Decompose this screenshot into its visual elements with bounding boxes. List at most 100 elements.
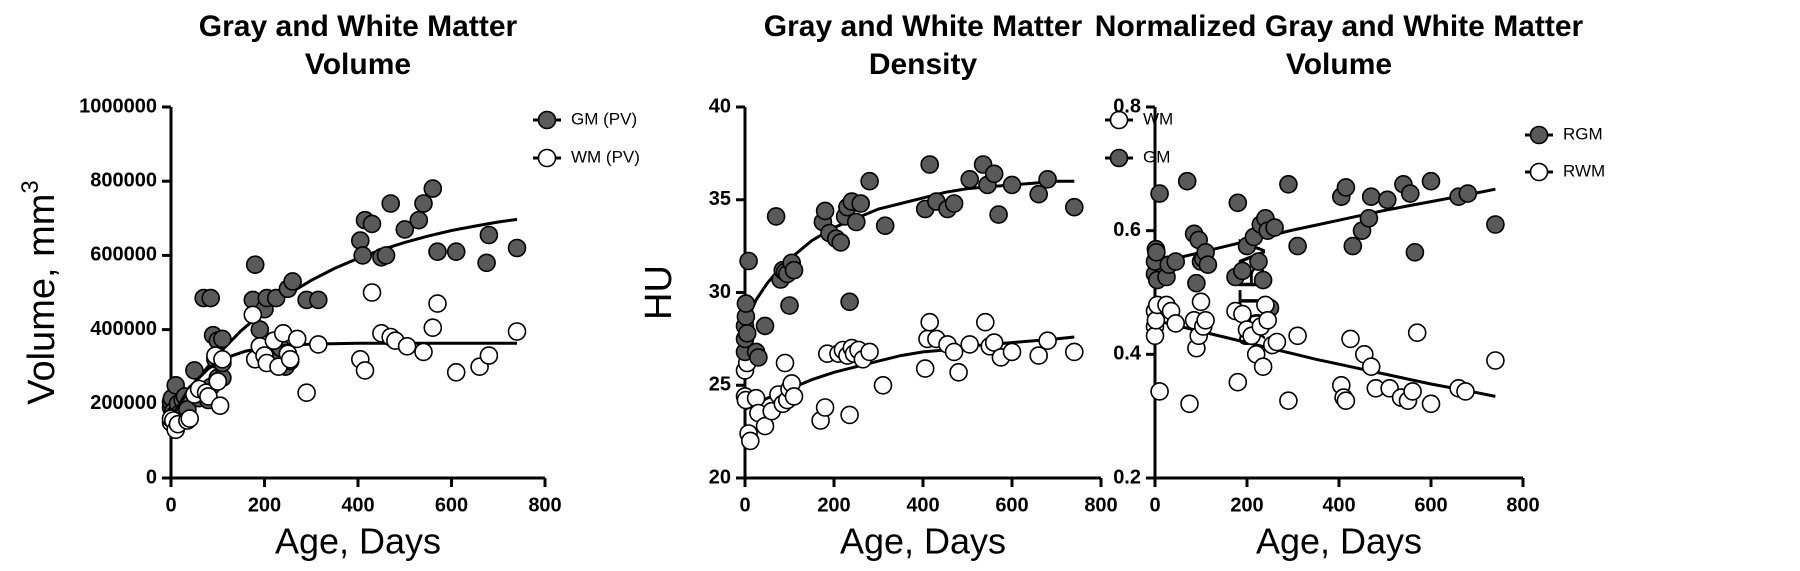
series-points-open xyxy=(735,312,1084,451)
y-tick-label: 40 xyxy=(709,95,731,117)
y-tick-label: 25 xyxy=(709,374,731,396)
data-point-filled xyxy=(815,201,835,221)
y-axis-label: Volume, mm3 xyxy=(17,180,63,405)
legend-label: WM (PV) xyxy=(571,147,640,166)
data-point-open xyxy=(920,312,940,332)
data-point-open xyxy=(1256,295,1275,315)
data-point-filled xyxy=(1249,252,1268,271)
legend-marker-filled xyxy=(537,110,557,130)
data-point-filled xyxy=(1458,184,1478,203)
data-point-filled xyxy=(749,348,768,367)
data-point-open xyxy=(297,383,316,403)
data-point-open xyxy=(362,283,382,302)
chart-title-line: Gray and White Matter xyxy=(199,10,518,43)
x-tick-label: 400 xyxy=(906,494,939,516)
x-tick-label: 200 xyxy=(248,494,281,516)
x-tick-label: 800 xyxy=(1506,494,1539,516)
y-tick-label: 1000000 xyxy=(79,95,157,117)
data-point-filled xyxy=(1233,261,1252,281)
chart-title-line: Normalized Gray and White Matter xyxy=(1095,10,1584,43)
data-point-open xyxy=(1196,310,1215,330)
data-point-filled xyxy=(428,242,447,261)
data-point-open xyxy=(1267,332,1287,352)
data-point-filled xyxy=(989,205,1008,224)
data-point-open xyxy=(1403,382,1422,401)
data-point-open xyxy=(944,342,964,362)
x-tick-label: 600 xyxy=(1414,494,1447,516)
chart-title-line: Volume xyxy=(305,48,411,81)
data-point-open xyxy=(860,342,879,362)
data-point-open xyxy=(915,359,935,378)
x-tick-label: 600 xyxy=(435,494,468,516)
data-point-filled xyxy=(1065,197,1084,217)
data-point-open xyxy=(1361,357,1381,377)
data-point-filled xyxy=(414,194,433,213)
data-point-filled xyxy=(1002,175,1022,195)
data-point-filled xyxy=(920,155,940,174)
data-point-filled xyxy=(423,179,443,198)
data-point-open xyxy=(507,322,527,341)
chart-title-line: Volume xyxy=(1286,48,1392,81)
legend-label: RWM xyxy=(1563,161,1605,180)
data-point-open xyxy=(1002,342,1022,362)
data-point-filled xyxy=(851,194,871,213)
x-tick-label: 0 xyxy=(165,494,176,516)
legend-label: GM xyxy=(1143,147,1170,166)
data-point-open xyxy=(1407,323,1427,343)
data-point-open xyxy=(1233,304,1252,324)
data-point-filled xyxy=(755,316,775,336)
data-point-filled xyxy=(1421,171,1441,191)
data-point-open xyxy=(423,318,443,338)
data-point-filled xyxy=(185,361,204,380)
data-point-filled xyxy=(1198,255,1218,275)
data-point-filled xyxy=(1228,193,1248,213)
chart-panel-3: Normalized Gray and White Matter Volume 0.… xyxy=(1095,10,1605,562)
data-point-filled xyxy=(1029,184,1048,204)
x-axis-label: Age, Days xyxy=(1256,521,1422,562)
data-point-filled xyxy=(245,255,265,275)
data-point-filled xyxy=(737,323,757,343)
data-point-filled xyxy=(875,216,895,235)
data-point-open xyxy=(975,312,995,332)
data-point-filled xyxy=(840,292,859,312)
y-tick-label: 400000 xyxy=(90,318,157,340)
data-point-filled xyxy=(784,260,804,280)
data-point-open xyxy=(1146,310,1166,330)
data-point-filled xyxy=(353,246,373,265)
y-tick-label: 35 xyxy=(709,188,731,210)
legend-marker-filled xyxy=(1109,148,1129,168)
data-point-filled xyxy=(860,171,879,191)
data-point-filled xyxy=(446,242,466,261)
data-point-filled xyxy=(1405,243,1425,262)
data-point-open xyxy=(1038,331,1057,351)
data-point-open xyxy=(1228,372,1248,392)
legend-marker-open xyxy=(1109,110,1129,130)
fit-curve-open xyxy=(1154,318,1496,398)
data-point-filled xyxy=(1166,252,1185,271)
x-tick-label: 200 xyxy=(817,494,850,516)
y-tick-label: 0.4 xyxy=(1113,343,1142,365)
data-point-filled xyxy=(944,194,964,213)
data-point-open xyxy=(775,353,795,373)
y-tick-label: 0 xyxy=(146,466,157,488)
legend-marker-open xyxy=(537,148,557,168)
series-points-filled xyxy=(735,155,1084,367)
series-points-open xyxy=(1145,292,1505,414)
legend-label: WM xyxy=(1143,109,1173,128)
data-point-open xyxy=(1288,326,1307,346)
data-point-filled xyxy=(479,225,499,245)
data-point-open xyxy=(873,375,893,395)
data-point-filled xyxy=(1038,170,1057,189)
data-point-open xyxy=(397,336,417,356)
data-point-open xyxy=(308,335,328,354)
data-point-open xyxy=(784,387,804,406)
data-point-filled xyxy=(1378,190,1397,210)
y-tick-label: 0.8 xyxy=(1113,95,1141,117)
data-point-open xyxy=(1258,310,1277,330)
series-points-filled xyxy=(1145,171,1505,318)
data-point-filled xyxy=(736,294,756,313)
data-point-open xyxy=(1486,351,1505,370)
data-point-open xyxy=(1341,329,1360,349)
legend-label: GM (PV) xyxy=(571,109,637,128)
